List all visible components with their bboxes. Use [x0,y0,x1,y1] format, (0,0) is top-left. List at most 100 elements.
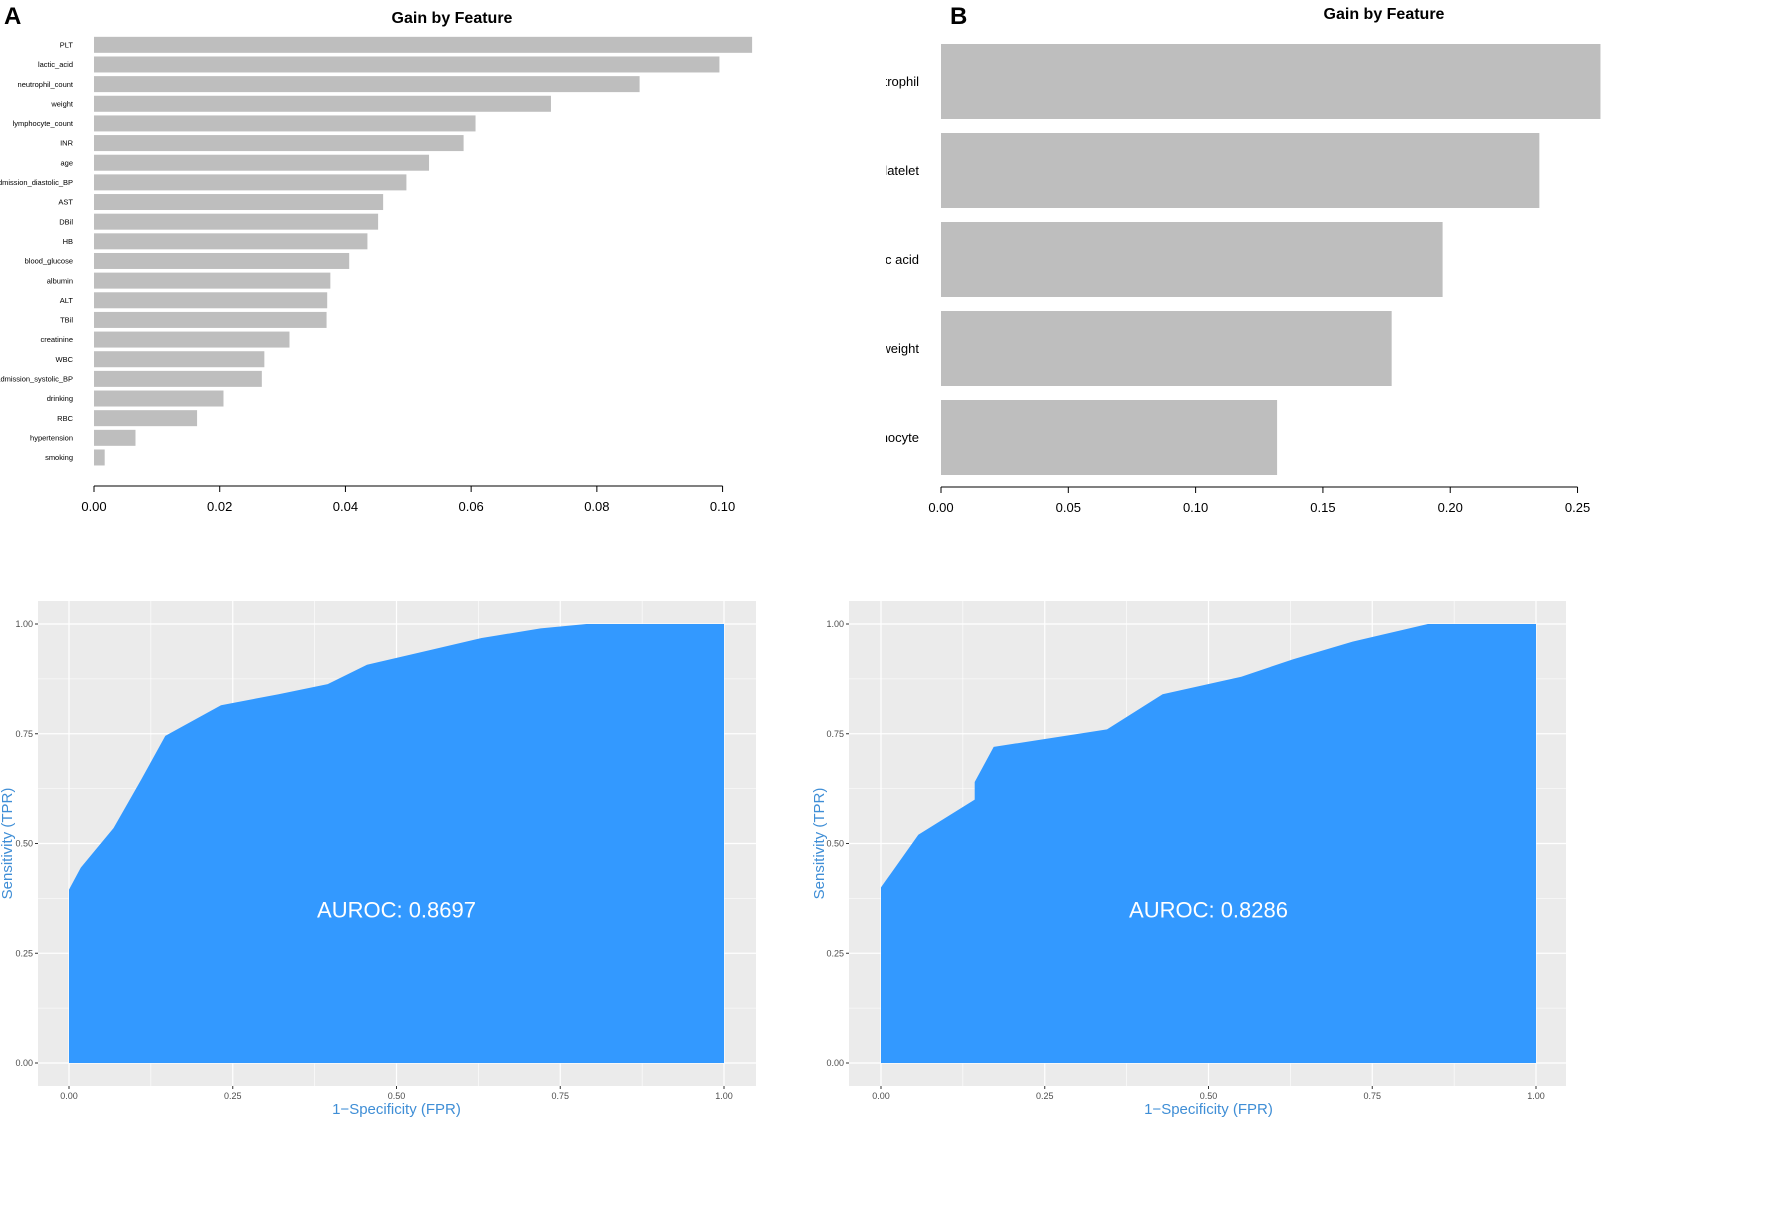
feature-label: albumin [47,276,73,285]
x-tick-label: 0.06 [458,499,483,514]
feature-label: weight [50,99,74,108]
feature-label: smoking [45,453,73,462]
bar-age [94,154,430,171]
bar-admission-diastolic-bp [94,174,407,191]
bar-weight [941,311,1392,386]
feature-label: INR [60,139,74,148]
feature-label: Lymphocyte [886,430,919,445]
x-tick-label: 0.20 [1438,500,1463,515]
feature-label: TBil [60,316,73,325]
x-tick-label: 0.25 [224,1091,242,1101]
feature-label: hypertension [30,433,73,442]
x-tick-label: 0.75 [1363,1091,1381,1101]
y-tick-label: 1.00 [826,619,844,629]
feature-label: drinking [47,394,73,403]
x-tick-label: 0.75 [551,1091,569,1101]
y-tick-label: 0.75 [826,729,844,739]
feature-label: age [60,158,73,167]
feature-label: DBil [59,217,73,226]
bar-ast [94,194,384,211]
bar-lactic-acid [941,222,1443,297]
feature-label: PLT [60,40,74,49]
bar-creatinine [94,331,290,348]
y-tick-label: 0.50 [15,839,33,849]
x-tick-label: 0.00 [60,1091,78,1101]
feature-label: Neutrophil [886,74,919,89]
feature-label: platelet [886,163,919,178]
x-tick-label: 0.15 [1310,500,1335,515]
feature-label: creatinine [40,335,73,344]
panel-c: C 0.00 0.00 0.25 0.25 0.50 0.50 0.75 0.75 1.00 1.… [0,600,886,1229]
feature-label: weight [886,341,919,356]
y-tick-label: 0.00 [15,1058,33,1068]
bar-neutrophil [941,44,1601,119]
feature-label: admission_diastolic_BP [0,178,73,187]
x-tick-label: 0.00 [872,1091,890,1101]
x-tick-label: 0.05 [1056,500,1081,515]
x-tick-label: 0.00 [928,500,953,515]
feature-label: blood_glucose [25,257,73,266]
bar-chart-a: A Gain by Feature PLT lactic_acid neutroph… [0,3,753,514]
y-tick-label: 0.50 [826,839,844,849]
x-tick-label: 0.25 [1036,1091,1054,1101]
y-axis-title: Sensitivity (TPR) [0,788,16,900]
bar-dbil [94,213,379,230]
x-tick-label: 0.00 [81,499,106,514]
feature-label: lymphocyte_count [13,119,74,128]
bar-rbc [94,410,198,427]
bar-smoking [94,449,105,466]
bar-chart-b: B Gain by Feature Neutrophil platelet lact… [886,3,1601,515]
bar-inr [94,135,464,152]
bar-plt [94,36,753,53]
roc-area [881,624,1536,1063]
chart-title-a: Gain by Feature [392,10,513,27]
y-tick-label: 0.25 [15,948,33,958]
feature-label: HB [63,237,73,246]
x-tick-label: 1.00 [715,1091,733,1101]
feature-label: lactic_acid [38,60,73,69]
bar-drinking [94,390,224,407]
panel-a: A Gain by Feature PLT lactic_acid neutroph… [0,0,886,540]
y-tick-label: 0.00 [826,1058,844,1068]
auroc-annotation: AUROC: 0.8697 [317,897,476,922]
panel-letter-c: C [4,600,21,606]
feature-label: neutrophil_count [18,80,74,89]
bar-platelet [941,133,1540,208]
y-tick-label: 1.00 [15,619,33,629]
auroc-annotation: AUROC: 0.8286 [1129,897,1288,922]
bar-blood-glucose [94,252,350,269]
panel-letter-a: A [4,3,21,30]
roc-area [69,624,724,1063]
x-tick-label: 0.50 [1200,1091,1218,1101]
y-tick-label: 0.75 [15,729,33,739]
bar-albumin [94,272,331,289]
x-tick-label: 0.50 [388,1091,406,1101]
bar-lactic-acid [94,56,720,73]
feature-label: AST [58,198,73,207]
feature-label: WBC [56,355,74,364]
bar-tbil [94,311,327,328]
roc-chart-d: D 0.00 0.00 0.25 0.25 0.50 0.50 0.75 0.75 1.00 1.… [811,600,1566,1118]
x-tick-label: 0.10 [1183,500,1208,515]
panel-b: B Gain by Feature Neutrophil platelet lact… [886,0,1772,540]
bar-lymphocyte [941,400,1278,475]
feature-label: RBC [57,414,73,423]
chart-title-b: Gain by Feature [1324,6,1445,23]
y-axis-title: Sensitivity (TPR) [811,788,828,900]
bar-hypertension [94,429,136,446]
x-tick-label: 0.10 [710,499,735,514]
x-axis-title: 1−Specificity (FPR) [332,1101,461,1118]
bar-admission-systolic-bp [94,370,262,387]
x-tick-label: 0.25 [1565,500,1590,515]
feature-label: admission_systolic_BP [0,375,73,384]
bar-hb [94,233,368,250]
bar-weight [94,95,551,112]
panel-d: D 0.00 0.00 0.25 0.25 0.50 0.50 0.75 0.75 1.00 1.… [806,600,1772,1229]
feature-label: lactic acid [886,252,919,267]
y-tick-label: 0.25 [826,948,844,958]
bar-neutrophil-count [94,76,640,93]
bar-wbc [94,351,265,368]
bar-alt [94,292,328,309]
bar-lymphocyte-count [94,115,476,132]
x-tick-label: 1.00 [1527,1091,1545,1101]
